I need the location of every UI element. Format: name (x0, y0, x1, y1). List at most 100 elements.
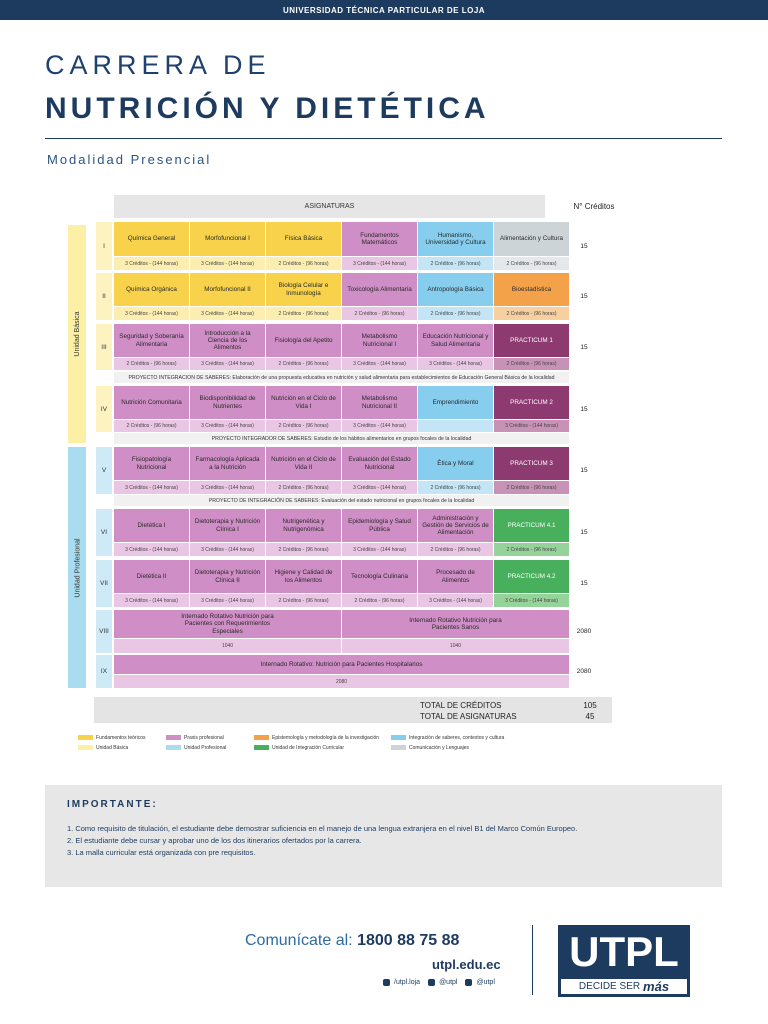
course-hours: 3 Créditos - (144 horas) (190, 594, 265, 607)
course-hours: 1040 (114, 639, 341, 653)
course: Biología Celular e Inmunología (266, 273, 341, 306)
legend-swatch (78, 745, 93, 750)
course: PRACTICUM 4.2 (494, 560, 569, 593)
course-hours: 3 Créditos - (144 horas) (114, 481, 189, 494)
modality: Modalidad Presencial (47, 152, 212, 167)
course: Alimentación y Cultura (494, 222, 569, 256)
course: Toxicología Alimentaria (342, 273, 417, 306)
course-hours: 2 Créditos - (96 horas) (266, 420, 341, 432)
logo-slogan-band: DECIDE SER más (561, 979, 687, 994)
course: Higiene y Calidad de los Alimentos (266, 560, 341, 593)
credits: 15 (571, 222, 597, 270)
credits: 15 (571, 386, 597, 432)
course-hours: 3 Créditos - (144 horas) (418, 594, 493, 607)
instagram-icon (465, 979, 473, 986)
unit-bar (68, 225, 86, 443)
course-hours: 3 Créditos - (144 horas) (114, 543, 189, 556)
important-item: 3. La malla curricular está organizada c… (67, 848, 256, 857)
course: Dietoterapia y Nutrición Clínica II (190, 560, 265, 593)
course-hours: 2 Créditos - (96 horas) (418, 257, 493, 270)
important-title: IMPORTANTE: (67, 799, 158, 810)
semester-label: IV (96, 386, 112, 432)
course-hours: 3 Créditos - (144 horas) (342, 420, 417, 432)
logo-slogan: DECIDE SER (578, 981, 641, 992)
course-hours: 3 Créditos - (144 horas) (494, 594, 569, 607)
unit-label: Unidad Básica (73, 311, 81, 357)
course-hours: 2 Créditos - (96 horas) (418, 543, 493, 556)
course: Bioestadística (494, 273, 569, 306)
credits: 2080 (571, 655, 597, 688)
course-hours: 3 Créditos - (144 horas) (342, 257, 417, 270)
course-hours: 2 Créditos - (96 horas) (266, 358, 341, 370)
course-hours: 2 Créditos - (96 horas) (494, 307, 569, 320)
logo: UTPL DECIDE SER más (558, 925, 690, 997)
legend-label: Unidad Profesional (184, 744, 227, 751)
course: Fisiología del Apetito (266, 324, 341, 357)
credits: 2080 (571, 610, 597, 653)
legend-label: Unidad Básica (96, 744, 129, 751)
credits: 15 (571, 560, 597, 607)
course: Emprendimiento (418, 386, 493, 419)
course-hours: 3 Créditos - (144 horas) (418, 358, 493, 370)
course: Morfofuncional II (190, 273, 265, 306)
legend-swatch (166, 745, 181, 750)
course-hours: 3 Créditos - (144 horas) (342, 543, 417, 556)
total-label: TOTAL DE ASIGNATURAS (420, 711, 517, 721)
course-hours: 2 Créditos - (96 horas) (266, 594, 341, 607)
course-hours: 2 Créditos - (96 horas) (266, 257, 341, 270)
total-value: 105 (583, 700, 597, 710)
course-hours (418, 420, 493, 432)
course-hours: 3 Créditos - (144 horas) (114, 594, 189, 607)
semester-label: III (96, 324, 112, 370)
totals-box (94, 697, 612, 723)
course: PRACTICUM 2 (494, 386, 569, 419)
top-bar: UNIVERSIDAD TÉCNICA PARTICULAR DE LOJA (0, 0, 768, 20)
unit-bar (68, 447, 86, 688)
web: utpl.edu.ec (432, 957, 501, 972)
course-hours: 2 Créditos - (96 horas) (494, 543, 569, 556)
legend-swatch (78, 735, 93, 740)
legend-swatch (254, 745, 269, 750)
course-hours: 3 Créditos - (144 horas) (494, 420, 569, 432)
legend-label: Fundamentos teóricos (96, 734, 146, 741)
course-hours: 2 Créditos - (96 horas) (114, 420, 189, 432)
credits: 15 (571, 447, 597, 494)
course: Metabolismo Nutricional II (342, 386, 417, 419)
unit-label: Unidad Profesional (73, 537, 81, 598)
facebook: /utpl.loja (394, 979, 421, 986)
legend-swatch (254, 735, 269, 740)
course: Evaluación del Estado Nutricional (342, 447, 417, 480)
course-hours: 2 Créditos - (96 horas) (494, 481, 569, 494)
legend-label: Comunicación y Lenguajes (409, 744, 470, 751)
course-hours: 3 Créditos - (144 horas) (190, 420, 265, 432)
course: Nutrición en el Ciclo de Vida II (266, 447, 341, 480)
legend-label: Praxis profesional (184, 734, 224, 741)
course-hours: 3 Créditos - (144 horas) (190, 307, 265, 320)
title-line1: CARRERA DE (45, 50, 271, 80)
course-hours: 2 Créditos - (96 horas) (266, 543, 341, 556)
course: Dietética I (114, 509, 189, 542)
course-hours: 3 Créditos - (144 horas) (342, 358, 417, 370)
course-hours: 3 Créditos - (144 horas) (190, 257, 265, 270)
course: Seguridad y Soberanía Alimentaria (114, 324, 189, 357)
course-hours: 3 Créditos - (144 horas) (114, 307, 189, 320)
course: Morfofuncional I (190, 222, 265, 256)
footer-divider (532, 925, 533, 995)
course: Educación Nutricional y Salud Alimentari… (418, 324, 493, 357)
divider (45, 138, 722, 139)
course: Dietoterapia y Nutrición Clínica I (190, 509, 265, 542)
credits: 15 (571, 509, 597, 556)
legend-label: Integración de saberes, contextos y cult… (409, 734, 505, 741)
subjects-header: ASIGNATURAS (114, 195, 545, 218)
course: PRACTICUM 3 (494, 447, 569, 480)
course-hours: 2 Créditos - (96 horas) (418, 481, 493, 494)
legend-swatch (391, 745, 406, 750)
total-label: TOTAL DE CRÉDITOS (420, 700, 502, 710)
course: Fundamentos Matemáticos (342, 222, 417, 256)
project: PROYECTO INTEGRACION DE SABERES: Elabora… (114, 372, 569, 383)
university: UNIVERSIDAD TÉCNICA PARTICULAR DE LOJA (282, 5, 486, 15)
credits: 15 (571, 273, 597, 320)
course: Nutrición Comunitaria (114, 386, 189, 419)
logo-name: UTPL (569, 928, 679, 975)
